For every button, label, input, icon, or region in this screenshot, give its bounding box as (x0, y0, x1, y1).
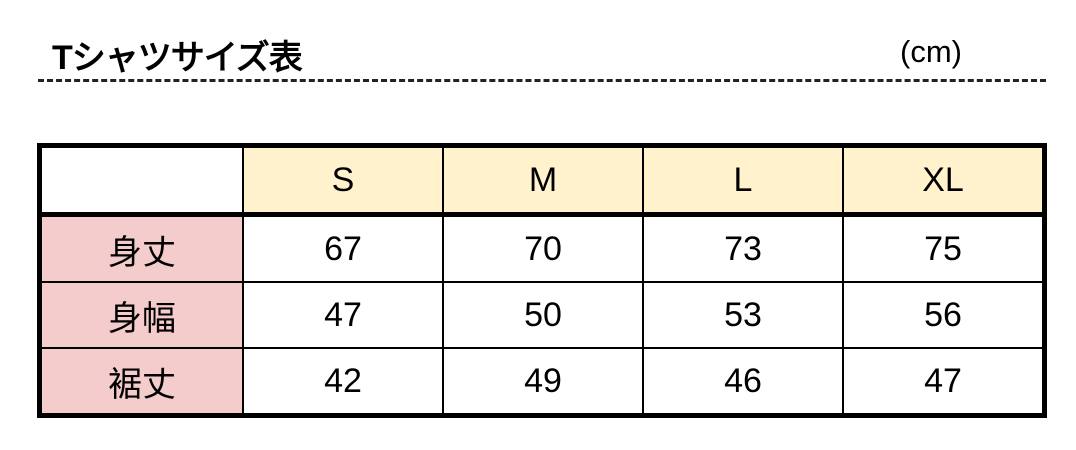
table-cell: 53 (642, 281, 844, 349)
table-cell: 75 (842, 213, 1046, 283)
table-row: 裾丈 42 49 46 47 (38, 347, 1046, 417)
row-label: 身丈 (38, 213, 244, 283)
dashed-divider (38, 79, 1046, 82)
table-cell: 70 (442, 213, 644, 283)
size-header-l: L (642, 144, 844, 217)
table-cell: 46 (642, 347, 844, 417)
table-cell: 42 (242, 347, 444, 417)
table-row: 身幅 47 50 53 56 (38, 281, 1046, 349)
table-cell: 56 (842, 281, 1046, 349)
corner-cell (38, 144, 244, 217)
row-label: 身幅 (38, 281, 244, 349)
size-header-xl: XL (842, 144, 1046, 217)
table-cell: 49 (442, 347, 644, 417)
header-row: S M L XL (38, 144, 1046, 217)
page-title: Tシャツサイズ表 (52, 39, 303, 77)
table-cell: 73 (642, 213, 844, 283)
size-header-m: M (442, 144, 644, 217)
table-cell: 50 (442, 281, 644, 349)
table-cell: 47 (242, 281, 444, 349)
size-table: S M L XL 身丈 67 70 73 75 身幅 47 50 53 56 裾… (37, 143, 1047, 418)
row-label: 裾丈 (38, 347, 244, 417)
size-header-s: S (242, 144, 444, 217)
table-cell: 47 (842, 347, 1046, 417)
unit-label: (cm) (900, 34, 962, 69)
table-cell: 67 (242, 213, 444, 283)
table-row: 身丈 67 70 73 75 (38, 213, 1046, 283)
